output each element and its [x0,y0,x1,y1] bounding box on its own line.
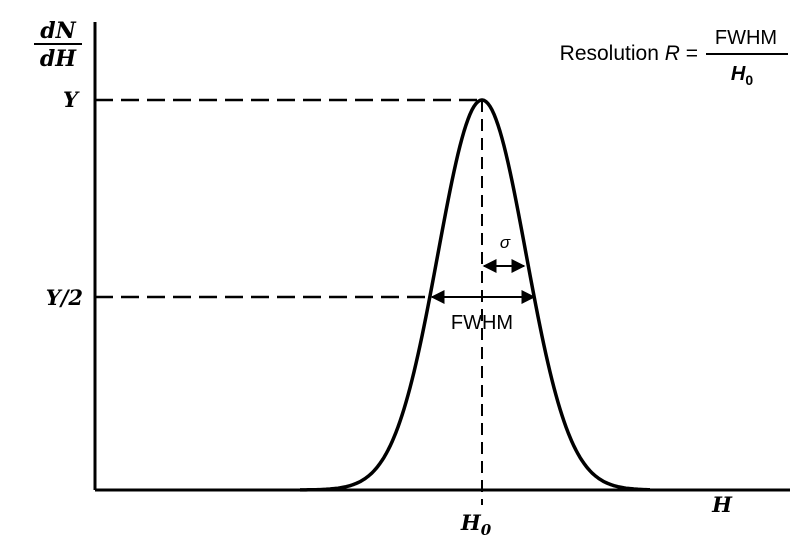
formula-numerator: FWHM [715,27,777,49]
x-axis-label: H [711,492,733,517]
y-axis-label-numerator: dN [40,18,76,44]
y-tick-peak-label: Y [63,87,80,112]
sigma-label: σ [500,233,511,252]
formula-lhs: Resolution R = [560,42,698,65]
y-axis-label-denominator: dH [40,46,77,72]
fwhm-label: FWHM [451,312,513,334]
gaussian-curve [300,98,650,492]
y-tick-half-label: Y/2 [46,285,83,310]
formula-denominator: H0 [731,63,753,88]
x-tick-center-label: H0 [460,510,492,539]
